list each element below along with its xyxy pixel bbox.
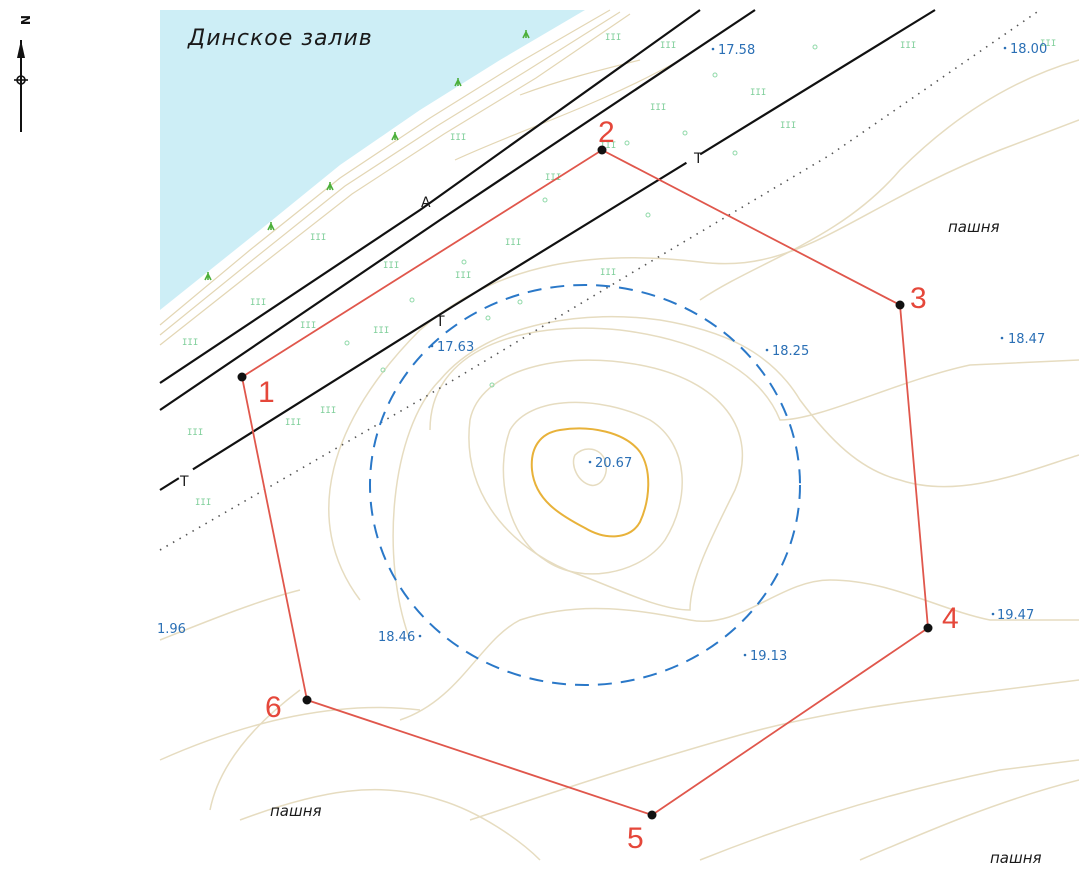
vertex-point[interactable] — [302, 695, 312, 705]
svg-text:III: III — [373, 326, 389, 336]
svg-text:III: III — [600, 268, 616, 278]
svg-text:III: III — [250, 298, 266, 308]
elevation-label: 17.63 — [437, 340, 474, 355]
elevation-label: 18.00 — [1010, 42, 1047, 57]
elevation-label: 18.47 — [1008, 332, 1045, 347]
vertex-label: 6 — [265, 691, 282, 724]
svg-text:III: III — [505, 238, 521, 248]
vertex-label: 5 — [627, 822, 644, 855]
zone-dashed-circle — [369, 284, 801, 686]
elevation-label: 18.25 — [772, 344, 809, 359]
vertex-label: 2 — [598, 116, 615, 149]
track-marker: Т — [693, 151, 703, 167]
vertex-point[interactable] — [647, 810, 657, 820]
svg-text:III: III — [310, 233, 326, 243]
svg-text:III: III — [545, 173, 561, 183]
svg-text:III: III — [1040, 39, 1056, 49]
svg-text:III: III — [187, 428, 203, 438]
elevation-dots — [418, 46, 1007, 657]
road-lines — [159, 9, 936, 491]
vertex-point[interactable] — [923, 623, 933, 633]
vertex-point[interactable] — [597, 145, 607, 155]
vertex-label: 1 — [258, 376, 275, 409]
dotted-boundary — [159, 9, 1041, 551]
vertex-point[interactable] — [895, 300, 905, 310]
svg-text:III: III — [650, 103, 666, 113]
svg-text:III: III — [600, 141, 616, 151]
svg-text:III: III — [182, 338, 198, 348]
svg-text:III: III — [780, 121, 796, 131]
bay-name: Динское залив — [187, 26, 373, 51]
svg-text:III: III — [605, 33, 621, 43]
svg-text:III: III — [450, 133, 466, 143]
svg-text:III: III — [455, 271, 471, 281]
elevation-label: 18.46 — [378, 630, 415, 645]
land-use-label: пашня — [990, 849, 1042, 867]
road-label: А — [421, 195, 431, 211]
svg-text:III: III — [900, 41, 916, 51]
svg-text:III: III — [750, 88, 766, 98]
track-marker: Т — [435, 314, 445, 330]
land-use-label: пашня — [948, 218, 1000, 236]
land-use-label: пашня — [270, 802, 322, 820]
vertex-label: 3 — [910, 282, 927, 315]
elevation-label: 1.96 — [157, 622, 186, 637]
svg-text:III: III — [285, 418, 301, 428]
svg-text:III: III — [300, 321, 316, 331]
elevation-label: 19.47 — [997, 608, 1034, 623]
svg-text:III: III — [383, 261, 399, 271]
elevation-label: 17.58 — [718, 43, 755, 58]
north-arrow-icon: N — [14, 15, 32, 132]
grass-symbols — [204, 30, 530, 281]
marsh-symbols: III III III III III III III III III III … — [182, 33, 1056, 508]
vertex-label: 4 — [942, 602, 959, 635]
track-gaps — [177, 150, 702, 484]
summit-contour — [530, 427, 650, 538]
svg-text:III: III — [660, 41, 676, 51]
bay-water — [160, 10, 585, 310]
track-marker: Т — [179, 474, 189, 490]
vertex-point[interactable] — [237, 372, 247, 382]
elevation-label: 20.67 — [595, 456, 632, 471]
svg-text:III: III — [320, 406, 336, 416]
shoreline — [159, 9, 681, 346]
elevation-label: 19.13 — [750, 649, 787, 664]
north-label: N — [18, 15, 32, 25]
boundary-vertices — [237, 145, 933, 820]
svg-text:III: III — [195, 498, 211, 508]
